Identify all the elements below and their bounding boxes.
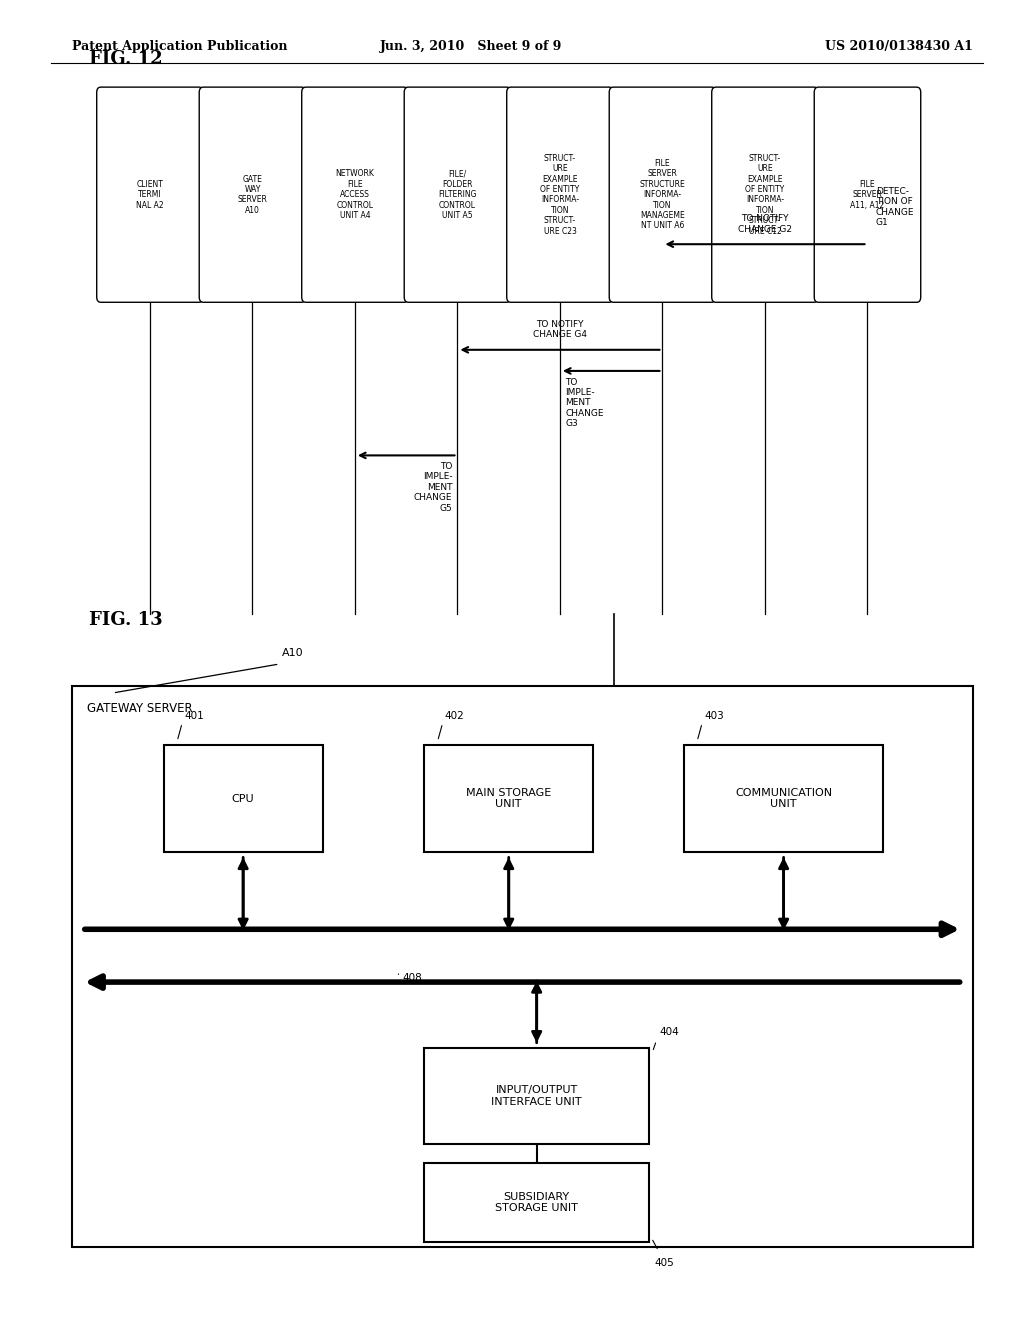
FancyBboxPatch shape — [609, 87, 716, 302]
Bar — [424, 1163, 649, 1242]
FancyBboxPatch shape — [814, 87, 921, 302]
FancyBboxPatch shape — [712, 87, 818, 302]
Text: STRUCT-
URE
EXAMPLE
OF ENTITY
INFORMA-
TION
STRUCT-
URE C12: STRUCT- URE EXAMPLE OF ENTITY INFORMA- T… — [745, 154, 784, 235]
Text: 401: 401 — [184, 711, 204, 721]
Text: TO NOTIFY
CHANGE G2: TO NOTIFY CHANGE G2 — [738, 214, 792, 234]
FancyBboxPatch shape — [302, 87, 409, 302]
Text: TO
IMPLE-
MENT
CHANGE
G3: TO IMPLE- MENT CHANGE G3 — [565, 378, 603, 428]
Text: A10: A10 — [282, 648, 303, 659]
Bar — [424, 746, 593, 851]
Text: 402: 402 — [444, 711, 465, 721]
Text: 404: 404 — [659, 1027, 679, 1038]
Text: INPUT/OUTPUT
INTERFACE UNIT: INPUT/OUTPUT INTERFACE UNIT — [492, 1085, 582, 1106]
Text: Patent Application Publication: Patent Application Publication — [72, 40, 287, 53]
Text: 405: 405 — [654, 1258, 674, 1267]
Text: 403: 403 — [705, 711, 724, 721]
Text: CLIENT
TERMI
NAL A2: CLIENT TERMI NAL A2 — [136, 180, 164, 210]
FancyBboxPatch shape — [96, 87, 203, 302]
Bar — [72, 686, 973, 1247]
Text: SUBSIDIARY
STORAGE UNIT: SUBSIDIARY STORAGE UNIT — [496, 1192, 579, 1213]
Text: FIG. 12: FIG. 12 — [89, 50, 163, 69]
Text: NETWORK
FILE
ACCESS
CONTROL
UNIT A4: NETWORK FILE ACCESS CONTROL UNIT A4 — [336, 169, 375, 220]
Text: DETEC-
TION OF
CHANGE
G1: DETEC- TION OF CHANGE G1 — [876, 187, 914, 227]
Text: 408: 408 — [402, 973, 422, 983]
Text: COMMUNICATION
UNIT: COMMUNICATION UNIT — [735, 788, 833, 809]
FancyBboxPatch shape — [507, 87, 613, 302]
Text: GATE
WAY
SERVER
A10: GATE WAY SERVER A10 — [238, 174, 267, 215]
FancyBboxPatch shape — [200, 87, 306, 302]
Text: FILE
SERVER
A11, A12: FILE SERVER A11, A12 — [850, 180, 885, 210]
Text: STRUCT-
URE
EXAMPLE
OF ENTITY
INFORMA-
TION
STRUCT-
URE C23: STRUCT- URE EXAMPLE OF ENTITY INFORMA- T… — [541, 154, 580, 235]
Bar — [424, 1048, 649, 1143]
Bar — [164, 746, 323, 851]
Text: FIG. 13: FIG. 13 — [89, 611, 163, 630]
Text: TO NOTIFY
CHANGE G4: TO NOTIFY CHANGE G4 — [532, 319, 587, 339]
Text: FILE
SERVER
STRUCTURE
INFORMA-
TION
MANAGEME
NT UNIT A6: FILE SERVER STRUCTURE INFORMA- TION MANA… — [640, 158, 685, 231]
Text: TO
IMPLE-
MENT
CHANGE
G5: TO IMPLE- MENT CHANGE G5 — [414, 462, 453, 512]
Bar — [684, 746, 884, 851]
Text: Jun. 3, 2010   Sheet 9 of 9: Jun. 3, 2010 Sheet 9 of 9 — [380, 40, 562, 53]
Text: CPU: CPU — [231, 793, 254, 804]
Text: MAIN STORAGE
UNIT: MAIN STORAGE UNIT — [466, 788, 551, 809]
Text: FILE/
FOLDER
FILTERING
CONTROL
UNIT A5: FILE/ FOLDER FILTERING CONTROL UNIT A5 — [438, 169, 477, 220]
Text: US 2010/0138430 A1: US 2010/0138430 A1 — [825, 40, 973, 53]
Text: GATEWAY SERVER: GATEWAY SERVER — [87, 702, 193, 715]
FancyBboxPatch shape — [404, 87, 511, 302]
